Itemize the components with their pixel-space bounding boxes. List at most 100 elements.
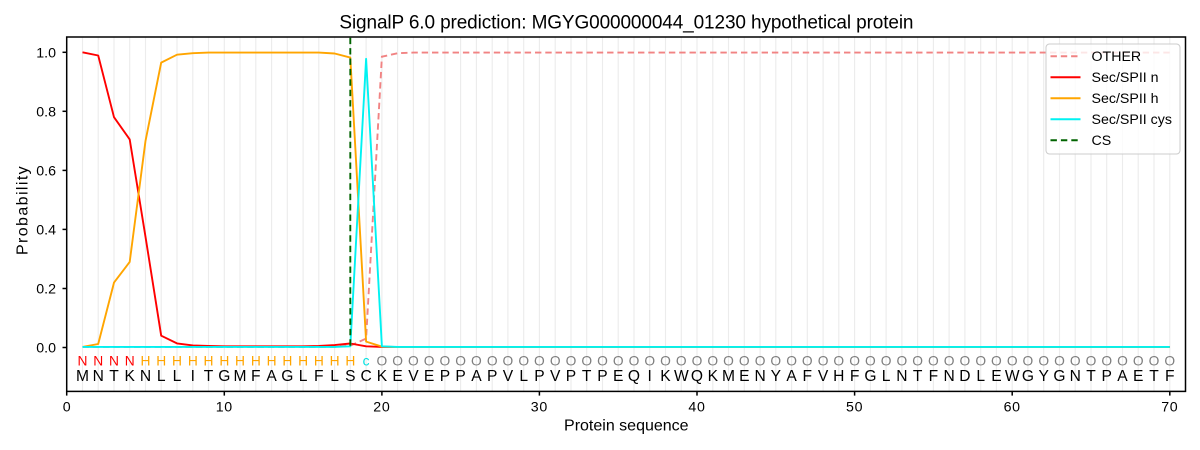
svg-text:P: P — [597, 368, 607, 385]
svg-text:N: N — [93, 368, 104, 385]
svg-text:P: P — [440, 368, 450, 385]
svg-text:F: F — [803, 368, 813, 385]
svg-text:N: N — [943, 368, 954, 385]
svg-text:Y: Y — [1038, 368, 1049, 385]
svg-text:0.8: 0.8 — [36, 104, 56, 120]
svg-text:O: O — [487, 354, 498, 369]
svg-text:S: S — [345, 368, 355, 385]
svg-text:D: D — [959, 368, 970, 385]
svg-text:L: L — [330, 368, 339, 385]
svg-text:G: G — [281, 368, 293, 385]
svg-text:O: O — [1007, 354, 1018, 369]
svg-text:L: L — [157, 368, 166, 385]
svg-text:C: C — [360, 368, 371, 385]
svg-text:M: M — [76, 368, 89, 385]
svg-text:O: O — [629, 354, 640, 369]
svg-text:50: 50 — [846, 399, 863, 415]
svg-text:30: 30 — [531, 399, 548, 415]
svg-text:K: K — [377, 368, 388, 385]
svg-text:O: O — [881, 354, 892, 369]
svg-text:K: K — [660, 368, 671, 385]
svg-text:Q: Q — [691, 368, 703, 385]
svg-text:O: O — [833, 354, 844, 369]
svg-text:V: V — [408, 368, 419, 385]
svg-text:OTHER: OTHER — [1092, 49, 1142, 65]
svg-text:O: O — [377, 354, 388, 369]
svg-text:10: 10 — [216, 399, 233, 415]
svg-text:O: O — [723, 354, 734, 369]
svg-text:O: O — [518, 354, 529, 369]
svg-text:A: A — [471, 368, 482, 385]
svg-text:H: H — [833, 368, 844, 385]
svg-text:K: K — [124, 368, 135, 385]
svg-text:O: O — [471, 354, 482, 369]
svg-text:0.2: 0.2 — [36, 282, 56, 298]
svg-text:W: W — [674, 368, 689, 385]
svg-text:P: P — [566, 368, 576, 385]
svg-text:L: L — [519, 368, 528, 385]
svg-text:O: O — [676, 354, 687, 369]
svg-text:1.0: 1.0 — [36, 45, 56, 61]
svg-text:O: O — [1023, 354, 1034, 369]
svg-text:O: O — [613, 354, 624, 369]
svg-text:F: F — [314, 368, 324, 385]
svg-text:T: T — [1149, 368, 1159, 385]
svg-text:G: G — [1022, 368, 1034, 385]
svg-text:O: O — [660, 354, 671, 369]
svg-text:T: T — [204, 368, 214, 385]
svg-text:O: O — [1038, 354, 1049, 369]
svg-text:O: O — [912, 354, 923, 369]
svg-text:O: O — [739, 354, 750, 369]
svg-text:CS: CS — [1092, 133, 1112, 149]
svg-text:H: H — [172, 354, 182, 369]
svg-text:O: O — [770, 354, 781, 369]
svg-text:V: V — [550, 368, 561, 385]
svg-text:E: E — [424, 368, 434, 385]
svg-text:N: N — [1070, 368, 1081, 385]
svg-text:O: O — [392, 354, 403, 369]
svg-text:H: H — [345, 354, 355, 369]
svg-text:P: P — [455, 368, 465, 385]
svg-text:O: O — [944, 354, 955, 369]
svg-text:O: O — [975, 354, 986, 369]
svg-text:H: H — [219, 354, 229, 369]
svg-text:N: N — [125, 354, 135, 369]
svg-text:O: O — [849, 354, 860, 369]
svg-text:O: O — [1101, 354, 1112, 369]
svg-text:L: L — [299, 368, 308, 385]
svg-text:H: H — [330, 354, 340, 369]
svg-text:0.6: 0.6 — [36, 163, 56, 179]
svg-text:Sec/SPII h: Sec/SPII h — [1092, 91, 1159, 107]
svg-text:E: E — [991, 368, 1001, 385]
svg-text:E: E — [1133, 368, 1143, 385]
svg-text:F: F — [850, 368, 860, 385]
svg-text:F: F — [1165, 368, 1175, 385]
svg-text:SignalP 6.0 prediction: MGYG00: SignalP 6.0 prediction: MGYG000000044_01… — [339, 12, 913, 33]
svg-text:W: W — [1005, 368, 1020, 385]
svg-text:70: 70 — [1161, 399, 1178, 415]
svg-text:O: O — [644, 354, 655, 369]
svg-text:T: T — [109, 368, 119, 385]
svg-text:I: I — [648, 368, 652, 385]
svg-text:O: O — [534, 354, 545, 369]
svg-text:N: N — [93, 354, 103, 369]
svg-text:H: H — [235, 354, 245, 369]
svg-text:L: L — [976, 368, 985, 385]
svg-text:O: O — [1117, 354, 1128, 369]
svg-text:T: T — [913, 368, 923, 385]
svg-text:P: P — [534, 368, 544, 385]
svg-text:O: O — [802, 354, 813, 369]
svg-text:M: M — [234, 368, 247, 385]
svg-text:K: K — [708, 368, 719, 385]
svg-text:H: H — [251, 354, 261, 369]
svg-text:E: E — [392, 368, 402, 385]
svg-text:60: 60 — [1004, 399, 1021, 415]
svg-text:H: H — [282, 354, 292, 369]
svg-text:40: 40 — [688, 399, 705, 415]
svg-text:O: O — [503, 354, 514, 369]
svg-text:20: 20 — [373, 399, 390, 415]
svg-text:E: E — [613, 368, 623, 385]
svg-text:O: O — [1070, 354, 1081, 369]
svg-text:O: O — [550, 354, 561, 369]
svg-text:P: P — [1101, 368, 1111, 385]
